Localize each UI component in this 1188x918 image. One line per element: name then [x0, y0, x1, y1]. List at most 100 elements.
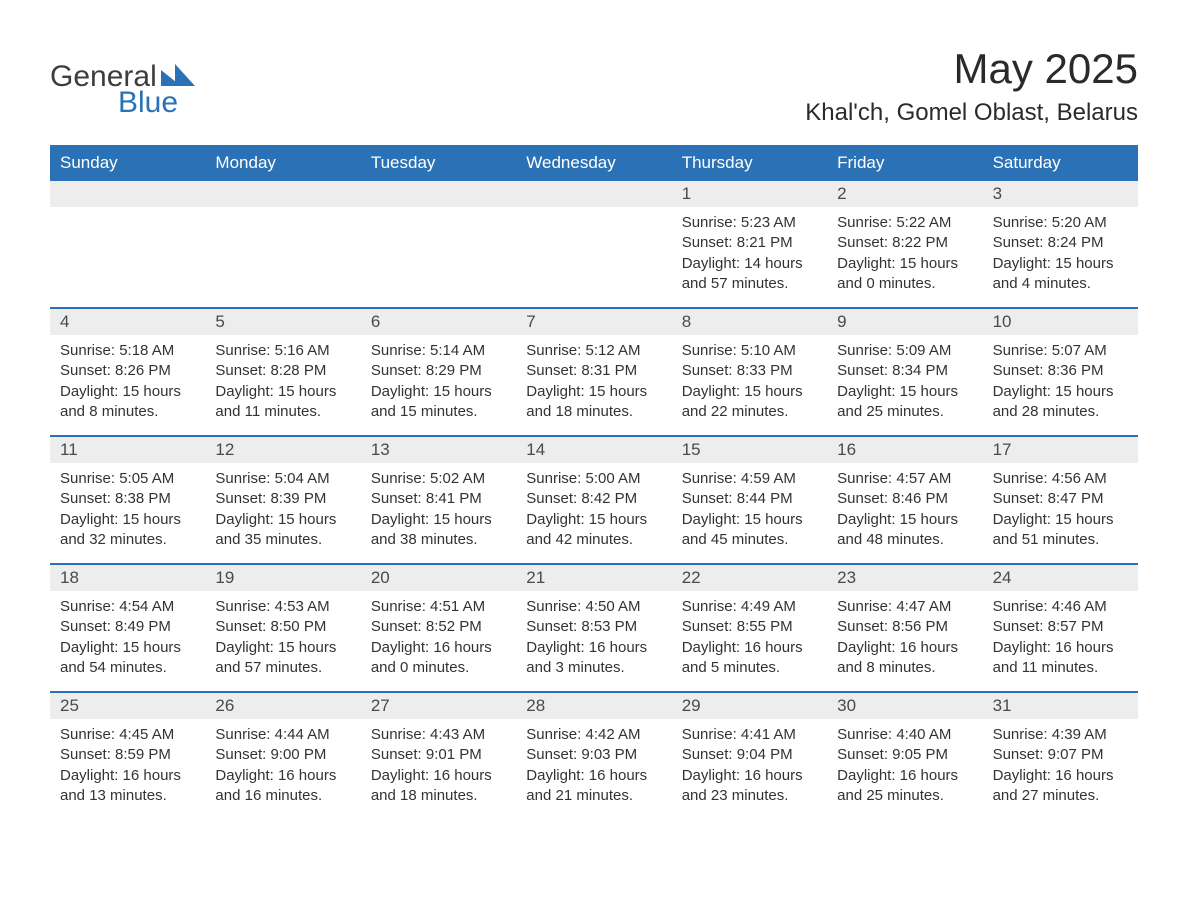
daylight-text-1: Daylight: 16 hours [526, 766, 661, 786]
daylight-text-2: and 45 minutes. [682, 530, 817, 550]
sunset-text: Sunset: 8:31 PM [526, 361, 661, 381]
daylight-text-2: and 11 minutes. [215, 402, 350, 422]
day-body: Sunrise: 4:54 AMSunset: 8:49 PMDaylight:… [50, 591, 205, 688]
daylight-text-2: and 54 minutes. [60, 658, 195, 678]
day-number [516, 181, 671, 207]
day-number: 12 [205, 437, 360, 463]
day-number: 10 [983, 309, 1138, 335]
day-number: 5 [205, 309, 360, 335]
daylight-text-2: and 15 minutes. [371, 402, 506, 422]
day-cell: 25Sunrise: 4:45 AMSunset: 8:59 PMDayligh… [50, 693, 205, 819]
day-number: 24 [983, 565, 1138, 591]
daylight-text-2: and 18 minutes. [526, 402, 661, 422]
daylight-text-1: Daylight: 16 hours [60, 766, 195, 786]
day-body: Sunrise: 5:22 AMSunset: 8:22 PMDaylight:… [827, 207, 982, 304]
day-body: Sunrise: 5:09 AMSunset: 8:34 PMDaylight:… [827, 335, 982, 432]
sunset-text: Sunset: 8:59 PM [60, 745, 195, 765]
day-number: 1 [672, 181, 827, 207]
sunset-text: Sunset: 9:03 PM [526, 745, 661, 765]
daylight-text-1: Daylight: 15 hours [526, 510, 661, 530]
sunrise-text: Sunrise: 4:45 AM [60, 725, 195, 745]
sunset-text: Sunset: 8:49 PM [60, 617, 195, 637]
sunset-text: Sunset: 8:50 PM [215, 617, 350, 637]
sunrise-text: Sunrise: 4:44 AM [215, 725, 350, 745]
sunrise-text: Sunrise: 5:09 AM [837, 341, 972, 361]
weekday-sun: Sunday [50, 145, 205, 181]
week-row: 18Sunrise: 4:54 AMSunset: 8:49 PMDayligh… [50, 563, 1138, 691]
sunset-text: Sunset: 8:55 PM [682, 617, 817, 637]
day-cell: 14Sunrise: 5:00 AMSunset: 8:42 PMDayligh… [516, 437, 671, 563]
sunrise-text: Sunrise: 4:47 AM [837, 597, 972, 617]
sunset-text: Sunset: 8:33 PM [682, 361, 817, 381]
daylight-text-1: Daylight: 16 hours [837, 638, 972, 658]
day-cell: 11Sunrise: 5:05 AMSunset: 8:38 PMDayligh… [50, 437, 205, 563]
day-number [361, 181, 516, 207]
sunset-text: Sunset: 9:01 PM [371, 745, 506, 765]
weekday-header: Sunday Monday Tuesday Wednesday Thursday… [50, 145, 1138, 181]
day-body: Sunrise: 4:49 AMSunset: 8:55 PMDaylight:… [672, 591, 827, 688]
daylight-text-1: Daylight: 15 hours [60, 638, 195, 658]
sunrise-text: Sunrise: 5:22 AM [837, 213, 972, 233]
sunrise-text: Sunrise: 4:41 AM [682, 725, 817, 745]
day-number: 16 [827, 437, 982, 463]
day-body: Sunrise: 4:51 AMSunset: 8:52 PMDaylight:… [361, 591, 516, 688]
day-cell: 6Sunrise: 5:14 AMSunset: 8:29 PMDaylight… [361, 309, 516, 435]
daylight-text-2: and 11 minutes. [993, 658, 1128, 678]
sunrise-text: Sunrise: 5:20 AM [993, 213, 1128, 233]
daylight-text-1: Daylight: 16 hours [993, 766, 1128, 786]
sunrise-text: Sunrise: 5:04 AM [215, 469, 350, 489]
day-number: 6 [361, 309, 516, 335]
daylight-text-1: Daylight: 16 hours [993, 638, 1128, 658]
day-number [205, 181, 360, 207]
day-number: 26 [205, 693, 360, 719]
daylight-text-1: Daylight: 15 hours [837, 382, 972, 402]
sunset-text: Sunset: 8:29 PM [371, 361, 506, 381]
daylight-text-2: and 35 minutes. [215, 530, 350, 550]
day-number: 31 [983, 693, 1138, 719]
sunrise-text: Sunrise: 5:18 AM [60, 341, 195, 361]
sunset-text: Sunset: 8:47 PM [993, 489, 1128, 509]
day-body: Sunrise: 5:04 AMSunset: 8:39 PMDaylight:… [205, 463, 360, 560]
daylight-text-2: and 57 minutes. [215, 658, 350, 678]
sunrise-text: Sunrise: 5:16 AM [215, 341, 350, 361]
day-body: Sunrise: 5:10 AMSunset: 8:33 PMDaylight:… [672, 335, 827, 432]
day-body: Sunrise: 5:00 AMSunset: 8:42 PMDaylight:… [516, 463, 671, 560]
day-body: Sunrise: 5:12 AMSunset: 8:31 PMDaylight:… [516, 335, 671, 432]
day-number: 29 [672, 693, 827, 719]
day-cell: 28 Sunrise: 4:42 AMSunset: 9:03 PMDayligh… [516, 693, 671, 819]
day-cell: 12Sunrise: 5:04 AMSunset: 8:39 PMDayligh… [205, 437, 360, 563]
daylight-text-2: and 0 minutes. [837, 274, 972, 294]
sunrise-text: Sunrise: 4:49 AM [682, 597, 817, 617]
day-number: 18 [50, 565, 205, 591]
day-cell: 29Sunrise: 4:41 AMSunset: 9:04 PMDayligh… [672, 693, 827, 819]
daylight-text-2: and 38 minutes. [371, 530, 506, 550]
weekday-wed: Wednesday [516, 145, 671, 181]
daylight-text-2: and 57 minutes. [682, 274, 817, 294]
day-number: 14 [516, 437, 671, 463]
day-body: Sunrise: 4:40 AMSunset: 9:05 PMDaylight:… [827, 719, 982, 816]
day-body: Sunrise: 5:02 AMSunset: 8:41 PMDaylight:… [361, 463, 516, 560]
day-number: 15 [672, 437, 827, 463]
sunset-text: Sunset: 8:28 PM [215, 361, 350, 381]
daylight-text-1: Daylight: 16 hours [526, 638, 661, 658]
sunset-text: Sunset: 8:36 PM [993, 361, 1128, 381]
day-number: 4 [50, 309, 205, 335]
sunset-text: Sunset: 8:39 PM [215, 489, 350, 509]
sunrise-text: Sunrise: 4:53 AM [215, 597, 350, 617]
day-body: Sunrise: 4:47 AMSunset: 8:56 PMDaylight:… [827, 591, 982, 688]
day-number: 28 [516, 693, 671, 719]
day-body: Sunrise: 5:05 AMSunset: 8:38 PMDaylight:… [50, 463, 205, 560]
day-number: 20 [361, 565, 516, 591]
daylight-text-1: Daylight: 15 hours [682, 382, 817, 402]
day-cell: 31Sunrise: 4:39 AMSunset: 9:07 PMDayligh… [983, 693, 1138, 819]
day-cell: 7Sunrise: 5:12 AMSunset: 8:31 PMDaylight… [516, 309, 671, 435]
day-number: 21 [516, 565, 671, 591]
daylight-text-1: Daylight: 15 hours [526, 382, 661, 402]
day-cell: 13Sunrise: 5:02 AMSunset: 8:41 PMDayligh… [361, 437, 516, 563]
day-body: Sunrise: 4:45 AMSunset: 8:59 PMDaylight:… [50, 719, 205, 816]
day-number: 22 [672, 565, 827, 591]
sunrise-text: Sunrise: 4:42 AM [526, 725, 661, 745]
sunset-text: Sunset: 8:53 PM [526, 617, 661, 637]
sunset-text: Sunset: 8:22 PM [837, 233, 972, 253]
sunset-text: Sunset: 8:41 PM [371, 489, 506, 509]
